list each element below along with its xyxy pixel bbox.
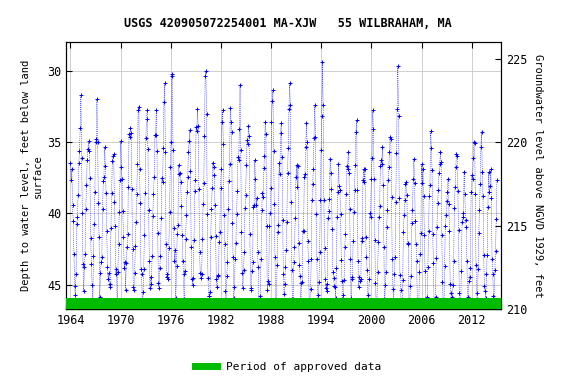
Legend: Period of approved data: Period of approved data: [191, 358, 385, 377]
Y-axis label: Depth to water level, feet below land
surface: Depth to water level, feet below land su…: [21, 60, 43, 291]
Y-axis label: Groundwater level above NGVD 1929, feet: Groundwater level above NGVD 1929, feet: [533, 54, 543, 298]
Text: USGS 420905072254001 MA-XJW   55 WILBRAHAM, MA: USGS 420905072254001 MA-XJW 55 WILBRAHAM…: [124, 17, 452, 30]
